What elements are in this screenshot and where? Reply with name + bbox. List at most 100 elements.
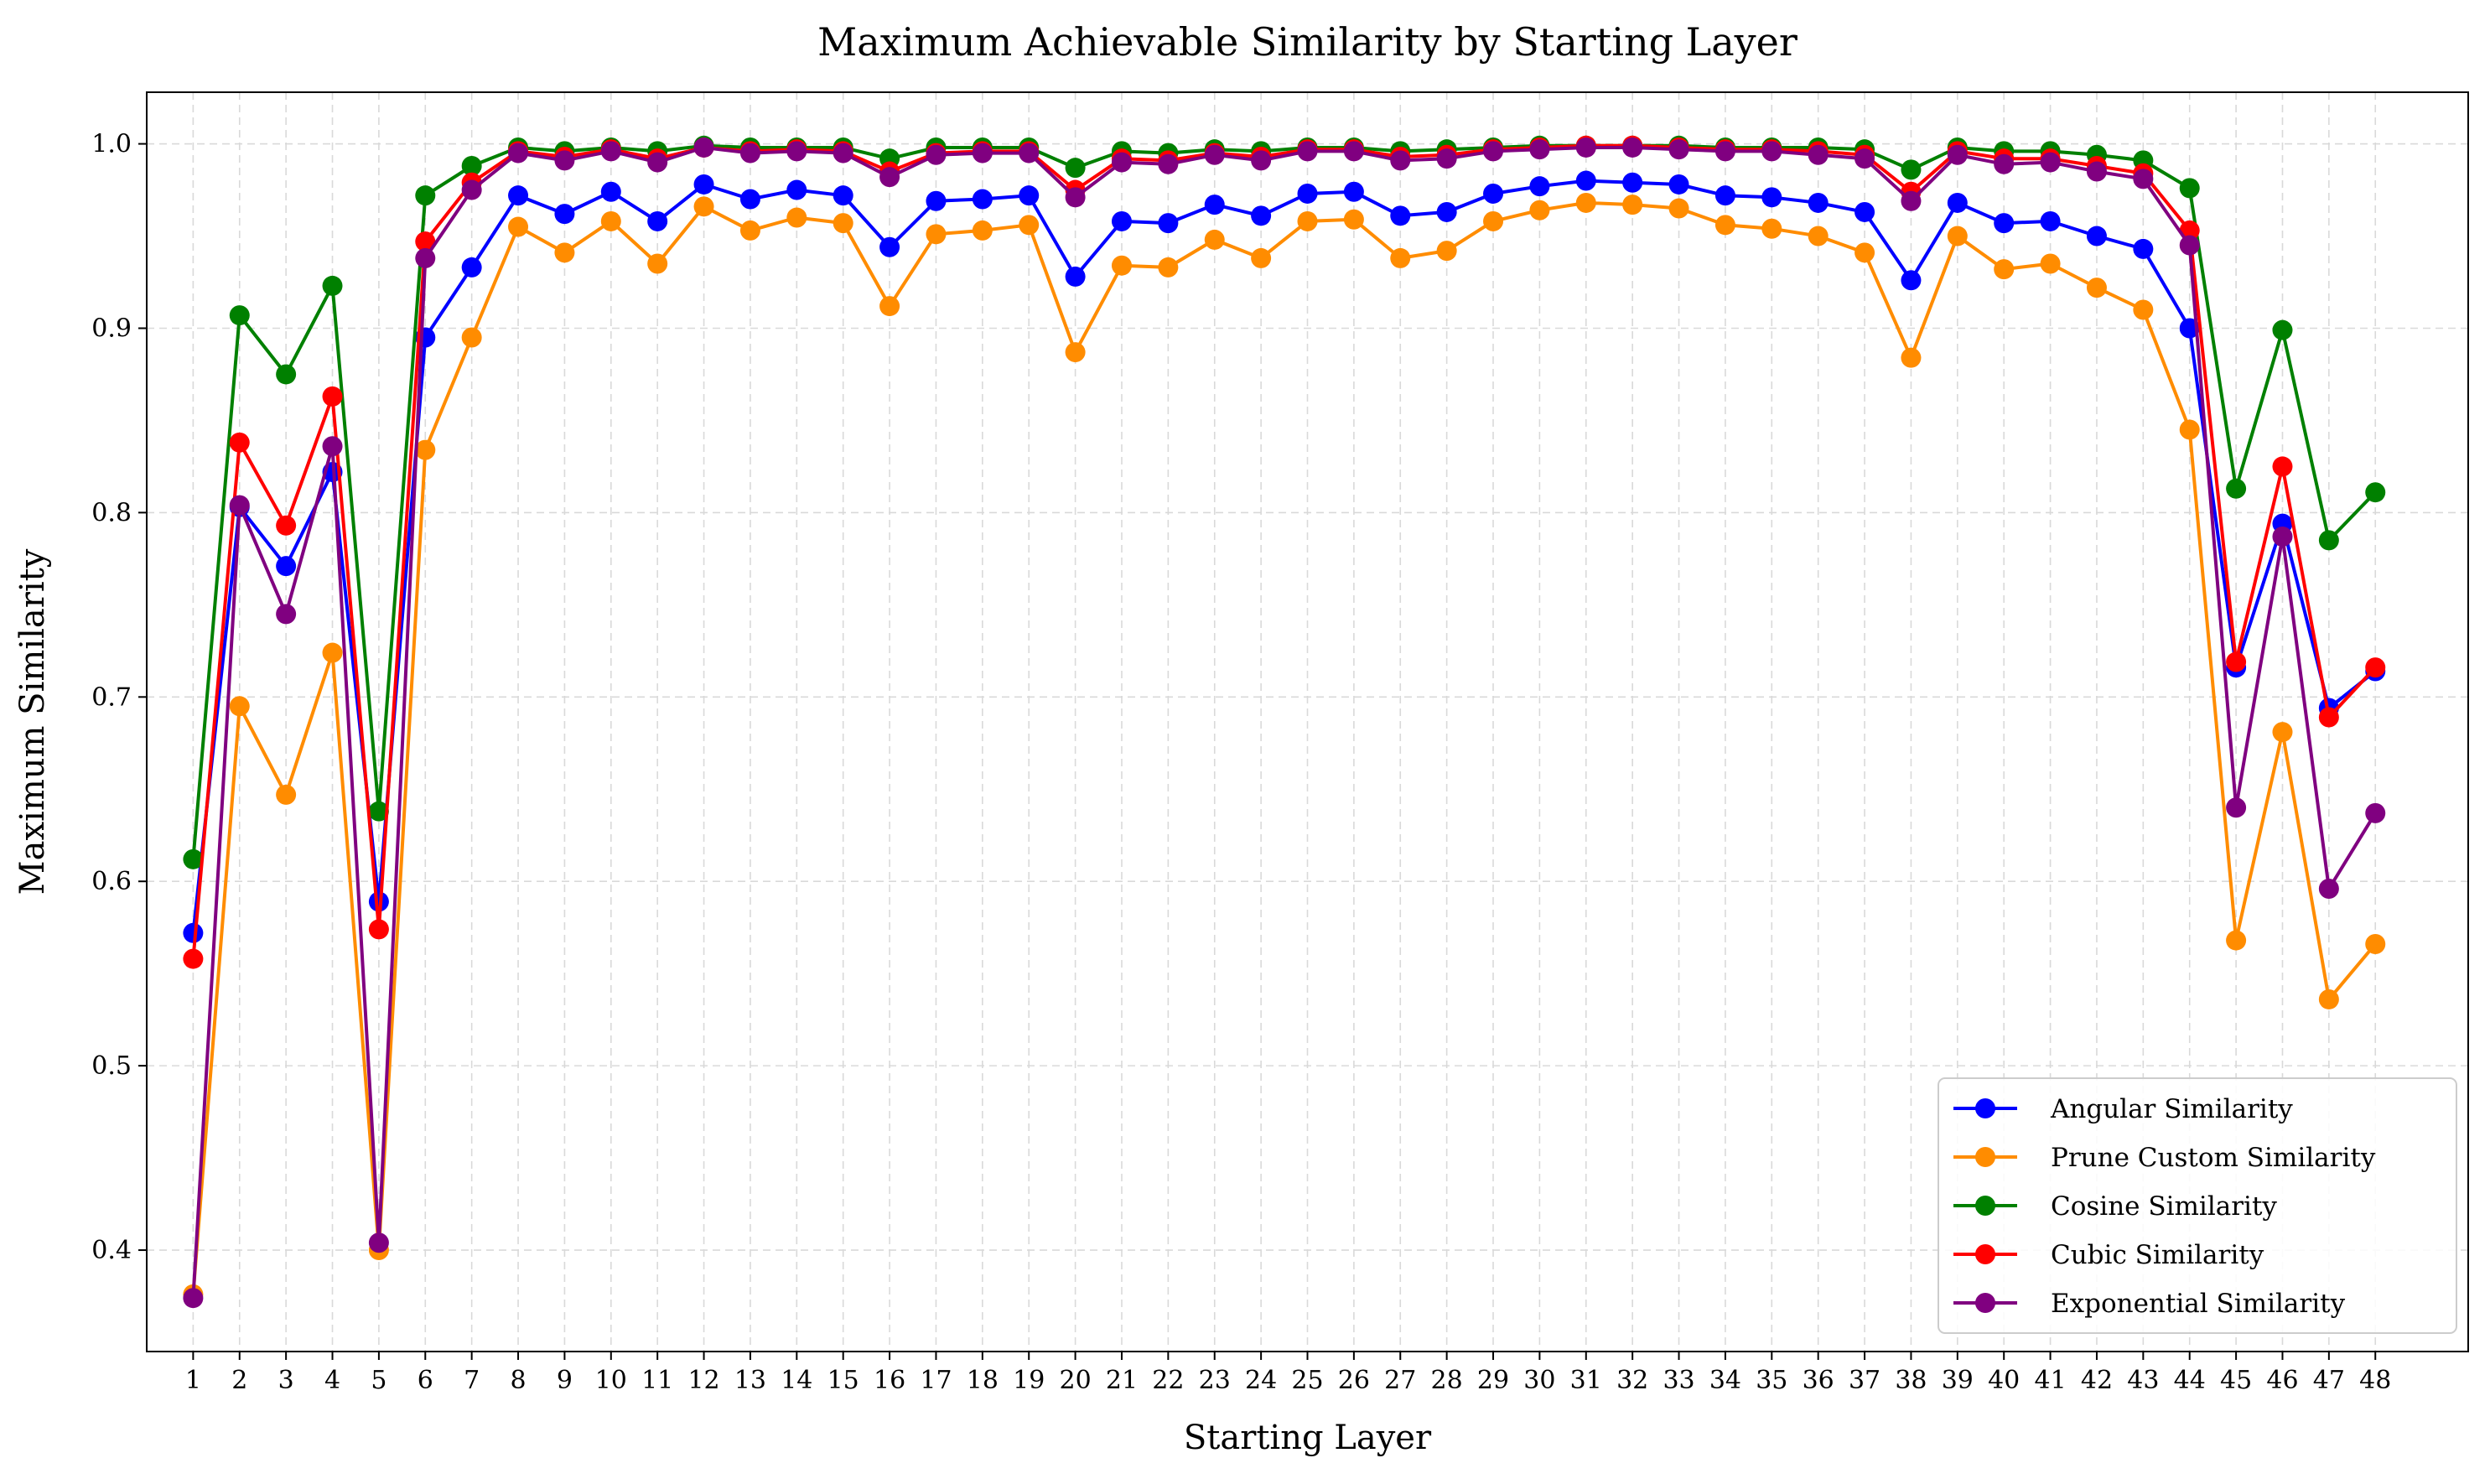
- data-point: [415, 185, 436, 206]
- x-tick-label: 35: [1756, 1366, 1787, 1395]
- data-point: [972, 143, 993, 163]
- legend-box: [1938, 1077, 2457, 1334]
- data-point: [879, 236, 900, 257]
- data-point: [1065, 158, 1086, 179]
- data-point: [600, 210, 621, 231]
- data-point: [1019, 143, 1040, 163]
- data-point: [1855, 201, 1875, 222]
- data-point: [508, 143, 529, 163]
- data-point: [833, 213, 853, 234]
- x-tick-label: 48: [2359, 1366, 2391, 1395]
- data-point: [2365, 482, 2386, 503]
- x-tick-label: 26: [1338, 1366, 1370, 1395]
- x-tick-label: 8: [510, 1366, 526, 1395]
- data-point: [879, 296, 900, 317]
- data-point: [1761, 218, 1782, 239]
- data-point: [2365, 657, 2386, 678]
- data-point: [2040, 152, 2061, 173]
- data-point: [1808, 226, 1829, 246]
- x-tick-label: 32: [1616, 1366, 1648, 1395]
- data-point: [926, 224, 947, 245]
- data-point: [554, 242, 575, 263]
- data-point: [1808, 192, 1829, 213]
- x-tick-label: 28: [1431, 1366, 1463, 1395]
- data-point: [2086, 161, 2107, 182]
- legend-swatch-marker: [1975, 1244, 1995, 1264]
- data-point: [368, 919, 389, 940]
- data-point: [1855, 242, 1875, 263]
- data-point: [461, 327, 482, 348]
- data-point: [1065, 342, 1086, 363]
- data-point: [739, 143, 760, 163]
- data-point: [1668, 174, 1689, 195]
- data-point: [276, 556, 297, 577]
- data-point: [786, 141, 807, 162]
- x-tick-label: 12: [687, 1366, 719, 1395]
- data-point: [2365, 933, 2386, 954]
- y-tick-label: 0.7: [91, 682, 132, 712]
- legend-label: Angular Similarity: [2050, 1094, 2293, 1124]
- data-point: [2318, 879, 2339, 900]
- data-point: [183, 848, 204, 869]
- data-point: [1529, 176, 1550, 197]
- x-tick-label: 33: [1663, 1366, 1694, 1395]
- data-point: [1390, 150, 1411, 171]
- x-tick-label: 18: [967, 1366, 999, 1395]
- data-point: [2179, 235, 2200, 256]
- data-point: [1251, 247, 1272, 268]
- data-point: [1390, 205, 1411, 226]
- data-point: [2133, 169, 2154, 189]
- data-point: [1065, 266, 1086, 287]
- data-point: [693, 174, 714, 195]
- data-point: [2318, 988, 2339, 1009]
- x-tick-label: 24: [1245, 1366, 1277, 1395]
- data-point: [1390, 247, 1411, 268]
- data-point: [1483, 183, 1504, 204]
- data-point: [1855, 148, 1875, 169]
- data-point: [1251, 205, 1272, 226]
- data-point: [693, 137, 714, 158]
- x-tick-label: 16: [874, 1366, 905, 1395]
- x-tick-label: 47: [2313, 1366, 2345, 1395]
- x-tick-label: 44: [2174, 1366, 2206, 1395]
- legend-item: Angular Similarity: [1953, 1094, 2293, 1124]
- data-point: [461, 257, 482, 278]
- data-point: [229, 305, 250, 326]
- data-point: [1111, 210, 1132, 231]
- data-point: [1668, 139, 1689, 160]
- data-point: [1901, 270, 1922, 291]
- y-tick-label: 0.5: [91, 1051, 132, 1081]
- data-point: [2040, 210, 2061, 231]
- data-point: [2272, 526, 2293, 547]
- x-tick-label: 4: [324, 1366, 340, 1395]
- data-point: [1947, 226, 1968, 246]
- data-point: [1901, 159, 1922, 180]
- series-exponential-similarity: [183, 137, 2386, 1309]
- data-point: [2272, 319, 2293, 340]
- data-point: [2179, 178, 2200, 199]
- legend-swatch-marker: [1975, 1147, 1995, 1167]
- data-point: [1668, 198, 1689, 219]
- legend-label: Exponential Similarity: [2051, 1289, 2346, 1319]
- x-tick-label: 46: [2266, 1366, 2298, 1395]
- data-point: [1714, 215, 1735, 236]
- data-point: [1622, 137, 1643, 158]
- data-point: [183, 922, 204, 943]
- x-tick-label: 40: [1988, 1366, 2020, 1395]
- data-point: [322, 642, 343, 663]
- data-point: [833, 185, 853, 206]
- data-point: [1204, 195, 1225, 215]
- legend-label: Prune Custom Similarity: [2051, 1143, 2376, 1173]
- data-point: [1436, 201, 1457, 222]
- data-point: [1529, 139, 1550, 160]
- data-point: [1111, 255, 1132, 276]
- data-point: [1343, 141, 1364, 162]
- x-tick-label: 5: [371, 1366, 386, 1395]
- data-point: [415, 247, 436, 268]
- x-tick-label: 36: [1803, 1366, 1834, 1395]
- x-tick-label: 22: [1152, 1366, 1184, 1395]
- x-tick-label: 25: [1291, 1366, 1323, 1395]
- y-tick-label: 0.4: [91, 1236, 132, 1265]
- data-point: [1343, 209, 1364, 230]
- data-point: [1714, 185, 1735, 206]
